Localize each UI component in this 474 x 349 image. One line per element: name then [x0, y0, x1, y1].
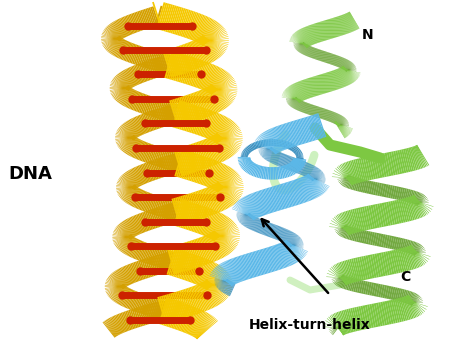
Text: DNA: DNA [8, 165, 52, 183]
Text: C: C [400, 270, 410, 284]
Text: Helix-turn-helix: Helix-turn-helix [249, 318, 371, 332]
Text: N: N [362, 28, 374, 42]
